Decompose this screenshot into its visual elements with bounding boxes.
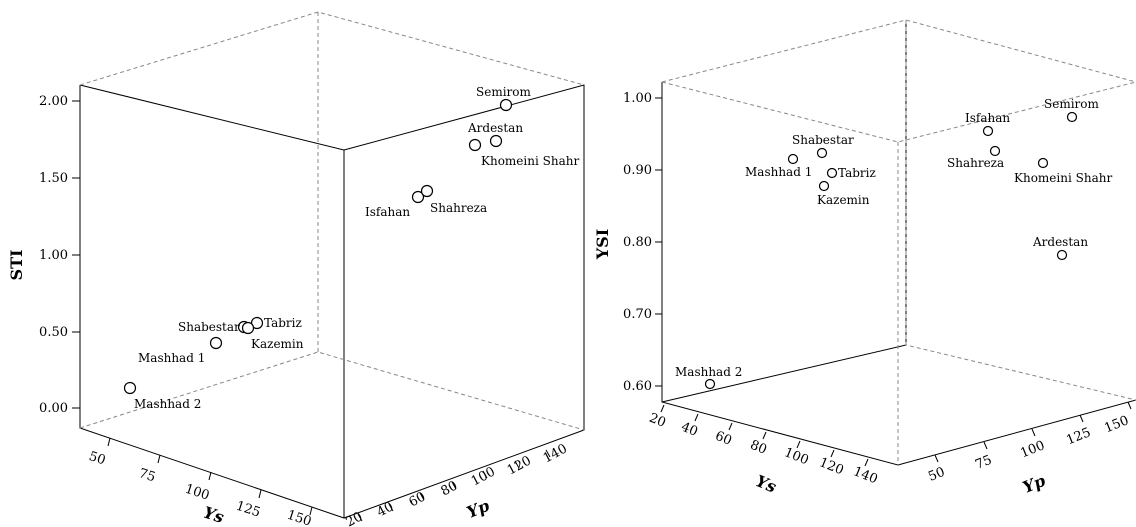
sti-z-tick-label: 1.00 bbox=[39, 248, 68, 263]
ysi-z-tick-label: 0.70 bbox=[623, 307, 652, 322]
ysi-x-tick-label: 120 bbox=[817, 455, 846, 478]
sti-z-tick-label: 2.00 bbox=[39, 94, 68, 109]
ysi-z-tick-label: 1.00 bbox=[623, 91, 652, 106]
sti-x-tick-label: 50 bbox=[87, 449, 107, 468]
data-point bbox=[123, 381, 137, 395]
ysi-y-tick-label: 150 bbox=[1102, 413, 1131, 436]
ysi-y-tick-label: 100 bbox=[1018, 438, 1047, 461]
sti-x-tick-label: 125 bbox=[234, 499, 262, 521]
sti-y-tick-label: 20 bbox=[344, 509, 366, 527]
ysi-y-axis-label: Yp bbox=[1020, 471, 1048, 497]
ysi-y-ticks: 50 75 100 125 150 bbox=[926, 401, 1132, 485]
ysi-y-tick-label: 125 bbox=[1064, 425, 1093, 448]
point-label: Mashhad 1 bbox=[138, 351, 205, 365]
data-point bbox=[1066, 111, 1078, 123]
data-point bbox=[250, 316, 264, 330]
point-label: Semirom bbox=[476, 85, 532, 99]
ysi-z-ticks: 0.60 0.70 0.80 0.90 1.00 bbox=[623, 91, 662, 394]
sti-y-tick-label: 100 bbox=[469, 464, 498, 489]
ysi-y-tick-label: 50 bbox=[926, 465, 947, 485]
data-point bbox=[982, 125, 994, 137]
point-label: Tabriz bbox=[264, 316, 302, 330]
sti-y-ticks: 20 40 60 80 100 120 140 bbox=[344, 441, 570, 527]
sti-x-tick-label: 75 bbox=[137, 466, 157, 485]
point-label: Mashhad 1 bbox=[745, 165, 812, 179]
sti-y-axis-label: Yp bbox=[464, 496, 492, 522]
point-label: Tabriz bbox=[838, 166, 876, 180]
point-label: Mashhad 2 bbox=[675, 365, 742, 379]
ysi-y-tick-label: 75 bbox=[973, 453, 994, 473]
sti-x-axis-label: Ys bbox=[201, 503, 226, 527]
point-label: Isfahan bbox=[965, 111, 1010, 125]
point-label: Khomeini Shahr bbox=[1014, 171, 1112, 185]
sti-x-tick-label: 150 bbox=[285, 508, 313, 527]
point-label: Ardestan bbox=[467, 121, 523, 135]
ysi-x-tick-label: 140 bbox=[851, 464, 880, 487]
sti-z-tick-label: 0.00 bbox=[39, 401, 68, 416]
ysi-z-tick-label: 0.80 bbox=[623, 235, 652, 250]
data-point bbox=[468, 138, 482, 152]
data-point bbox=[1056, 249, 1068, 261]
ysi-x-tick-label: 60 bbox=[713, 429, 734, 449]
data-point bbox=[489, 134, 503, 148]
point-label: Kazemin bbox=[817, 193, 870, 207]
sti-points: Semirom Ardestan Khomeini Shahr Isfahan … bbox=[123, 85, 579, 411]
ysi-z-tick-label: 0.90 bbox=[623, 163, 652, 178]
point-label: Shahreza bbox=[430, 201, 487, 215]
data-point bbox=[818, 180, 830, 192]
ysi-z-tick-label: 0.60 bbox=[623, 379, 652, 394]
point-label: Shabestar bbox=[178, 320, 240, 334]
sti-x-tick-label: 100 bbox=[183, 482, 211, 504]
ysi-x-tick-label: 40 bbox=[679, 420, 700, 440]
data-point bbox=[816, 147, 828, 159]
ysi-x-axis-label: Ys bbox=[753, 471, 779, 496]
data-point bbox=[241, 321, 255, 335]
data-point bbox=[704, 378, 716, 390]
ysi-x-tick-label: 20 bbox=[647, 411, 668, 431]
sti-z-tick-label: 0.50 bbox=[39, 325, 68, 340]
data-point bbox=[411, 190, 425, 204]
data-point bbox=[420, 184, 434, 198]
point-label: Khomeini Shahr bbox=[481, 154, 579, 168]
point-label: Mashhad 2 bbox=[134, 397, 201, 411]
sti-x-ticks: 50 75 100 125 150 bbox=[87, 437, 313, 527]
sti-y-tick-label: 60 bbox=[407, 489, 429, 510]
point-label: Shabestar bbox=[792, 133, 854, 147]
sti-z-axis-label: STI bbox=[7, 250, 26, 281]
data-point bbox=[499, 98, 513, 112]
point-label: Kazemin bbox=[251, 337, 304, 351]
point-label: Shahreza bbox=[947, 156, 1004, 170]
sti-box-frame bbox=[79, 11, 585, 519]
data-point bbox=[787, 153, 799, 165]
data-point bbox=[826, 167, 838, 179]
chart-ysi: 0.60 0.70 0.80 0.90 1.00 YSI 20 40 60 80… bbox=[593, 19, 1136, 497]
sti-y-tick-label: 80 bbox=[439, 478, 461, 499]
sti-z-tick-label: 1.50 bbox=[39, 171, 68, 186]
ysi-z-axis-label: YSI bbox=[593, 229, 612, 260]
sti-y-tick-label: 140 bbox=[541, 441, 570, 466]
chart-sti: 0.00 0.50 1.00 1.50 2.00 STI 50 75 100 1… bbox=[7, 11, 585, 527]
point-label: Ardestan bbox=[1032, 235, 1088, 249]
point-label: Isfahan bbox=[365, 205, 410, 219]
ysi-x-tick-label: 100 bbox=[782, 445, 811, 468]
ysi-x-tick-label: 80 bbox=[748, 438, 769, 458]
data-point bbox=[989, 145, 1001, 157]
data-point bbox=[209, 336, 223, 350]
point-label: Semirom bbox=[1044, 97, 1100, 111]
ysi-points: Semirom Isfahan Shahreza Khomeini Shahr … bbox=[675, 97, 1112, 390]
sti-y-tick-label: 40 bbox=[375, 499, 397, 520]
sti-z-ticks: 0.00 0.50 1.00 1.50 2.00 bbox=[39, 94, 80, 416]
data-point bbox=[1037, 157, 1049, 169]
